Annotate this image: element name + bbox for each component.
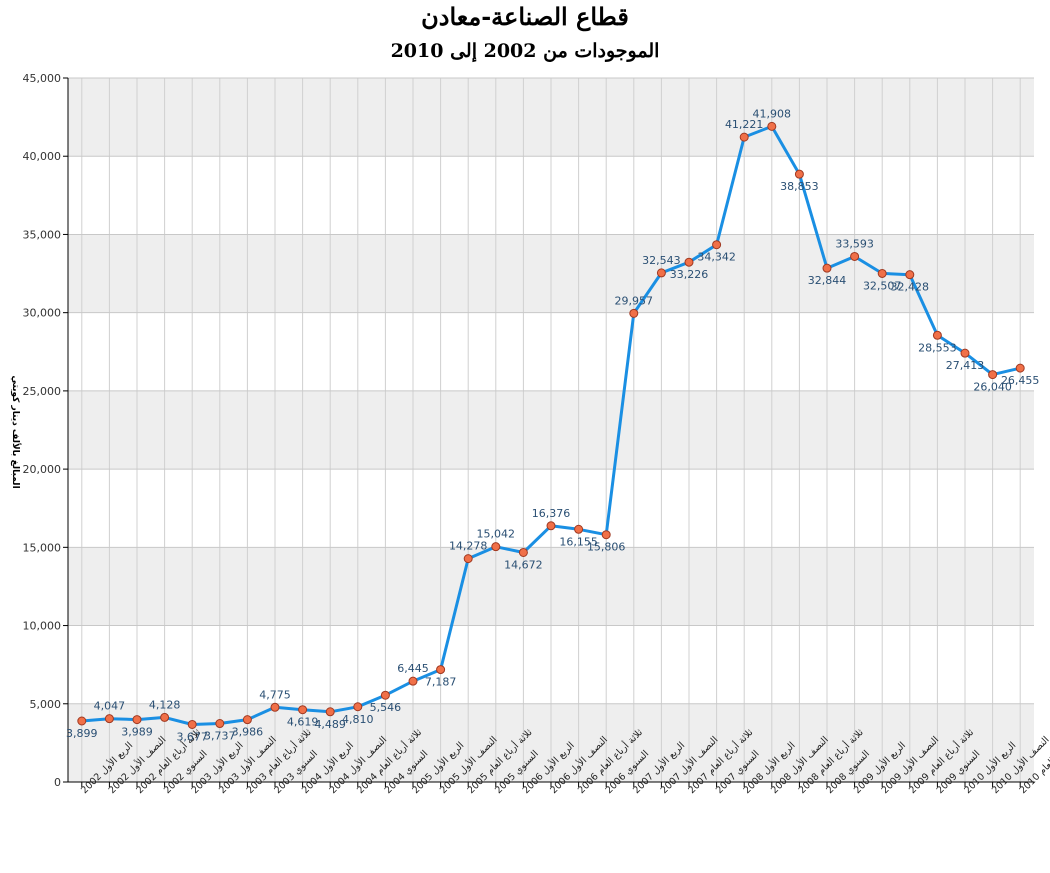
- data-label: 32,507: [863, 279, 902, 292]
- data-point: [270, 702, 280, 712]
- data-point: [822, 263, 832, 273]
- data-point: [877, 268, 887, 278]
- data-label: 26,040: [973, 381, 1012, 394]
- y-tick-label: 20,000: [23, 463, 62, 476]
- data-label: 3,737: [204, 730, 236, 743]
- y-tick-label: 25,000: [23, 385, 62, 398]
- data-label: 32,543: [642, 254, 681, 267]
- data-point: [794, 169, 804, 179]
- data-label: 15,806: [587, 541, 626, 554]
- data-point: [353, 702, 363, 712]
- data-point: [104, 714, 114, 724]
- data-point: [380, 690, 390, 700]
- data-point: [960, 348, 970, 358]
- data-label: 33,226: [670, 268, 709, 281]
- y-tick-label: 5,000: [30, 698, 62, 711]
- data-label: 14,278: [449, 540, 488, 553]
- y-tick-label: 10,000: [23, 620, 62, 633]
- y-tick-label: 30,000: [23, 307, 62, 320]
- data-point: [187, 719, 197, 729]
- data-point: [215, 719, 225, 729]
- data-label: 33,593: [835, 237, 874, 250]
- data-point: [905, 270, 915, 280]
- data-label: 3,989: [121, 726, 153, 739]
- data-point: [601, 530, 611, 540]
- y-tick-label: 40,000: [23, 150, 62, 163]
- data-point: [684, 257, 694, 267]
- data-label: 6,445: [397, 662, 429, 675]
- data-label: 4,810: [342, 713, 374, 726]
- y-tick-label: 35,000: [23, 228, 62, 241]
- data-label: 3,986: [232, 726, 264, 739]
- data-point: [325, 707, 335, 717]
- data-point: [656, 268, 666, 278]
- data-label: 3,677: [176, 730, 208, 743]
- y-tick-label: 15,000: [23, 541, 62, 554]
- data-point: [629, 308, 639, 318]
- data-points: [77, 121, 1025, 729]
- data-point: [491, 542, 501, 552]
- data-point: [739, 132, 749, 142]
- data-point: [1015, 363, 1025, 373]
- data-label: 32,844: [808, 274, 847, 287]
- data-label: 28,553: [918, 341, 957, 354]
- data-point: [850, 251, 860, 261]
- vertical-gridlines: [81, 78, 1021, 782]
- data-point: [932, 330, 942, 340]
- data-point: [767, 121, 777, 131]
- data-label: 14,672: [504, 558, 543, 571]
- data-label: 41,908: [753, 107, 792, 120]
- data-point: [436, 665, 446, 675]
- data-point: [574, 524, 584, 534]
- data-label: 16,376: [532, 507, 571, 520]
- y-tick-label: 45,000: [23, 72, 62, 85]
- data-point: [546, 521, 556, 531]
- y-tick-labels: 0 5,000 10,000 15,000 20,000 25,000 30,000 35,0…: [23, 72, 62, 789]
- data-point: [298, 705, 308, 715]
- data-label: 16,155: [559, 535, 598, 548]
- data-point: [242, 715, 252, 725]
- data-label: 32,428: [891, 281, 930, 294]
- chart-subtitle: الموجودات من 2002 إلى 2010: [390, 40, 660, 62]
- y-axis-label: المبالغ بالألف دينار كويتي: [10, 375, 22, 488]
- chart-title: قطاع الصناعة-معادن: [421, 2, 629, 31]
- data-label: 38,853: [780, 180, 819, 193]
- data-label: 27,413: [946, 359, 985, 372]
- axes: [63, 77, 1034, 787]
- data-point: [132, 715, 142, 725]
- data-point: [518, 547, 528, 557]
- data-point: [77, 716, 87, 726]
- data-point: [160, 712, 170, 722]
- data-label: 26,455: [1001, 374, 1040, 387]
- data-label: 3,899: [66, 727, 98, 740]
- y-tick-label: 0: [54, 776, 61, 789]
- data-label: 15,042: [477, 528, 516, 541]
- data-label: 4,619: [287, 716, 319, 729]
- data-label: 4,047: [94, 700, 126, 713]
- data-point: [988, 370, 998, 380]
- data-label: 29,957: [615, 294, 654, 307]
- data-label: 4,128: [149, 698, 181, 711]
- data-point: [712, 240, 722, 250]
- data-label: 5,546: [370, 701, 402, 714]
- data-point: [463, 554, 473, 564]
- data-label: 34,342: [697, 251, 736, 264]
- data-label: 41,221: [725, 118, 764, 131]
- data-point: [408, 676, 418, 686]
- data-label: 4,489: [314, 718, 346, 731]
- data-label: 7,187: [425, 676, 457, 689]
- data-label: 4,775: [259, 688, 291, 701]
